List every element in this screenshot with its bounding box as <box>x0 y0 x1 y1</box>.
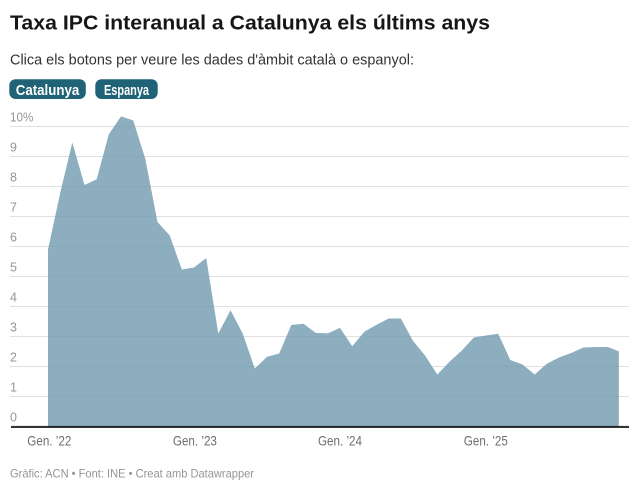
svg-text:2: 2 <box>10 350 17 364</box>
svg-text:1: 1 <box>10 380 17 394</box>
svg-text:Clica els botons per veure les: Clica els botons per veure les dades d'à… <box>10 51 414 68</box>
svg-text:Catalunya: Catalunya <box>16 82 80 99</box>
svg-text:Espanya: Espanya <box>104 82 149 99</box>
svg-text:8: 8 <box>10 170 17 184</box>
svg-text:3: 3 <box>10 320 17 334</box>
svg-text:Gen. ’23: Gen. ’23 <box>173 432 217 448</box>
svg-text:Gen. ’22: Gen. ’22 <box>27 432 71 448</box>
svg-text:0: 0 <box>10 410 17 424</box>
svg-text:5: 5 <box>10 260 17 274</box>
svg-text:Taxa IPC interanual a Cataluny: Taxa IPC interanual a Catalunya els últi… <box>10 13 490 35</box>
svg-text:Gen. ’25: Gen. ’25 <box>464 432 508 448</box>
svg-text:9: 9 <box>10 140 17 154</box>
svg-text:6: 6 <box>10 230 17 244</box>
svg-text:7: 7 <box>10 200 17 214</box>
svg-text:Gràfic: ACN • Font: INE • Crea: Gràfic: ACN • Font: INE • Creat amb Data… <box>10 467 254 481</box>
svg-text:4: 4 <box>10 290 17 304</box>
svg-text:Gen. ’24: Gen. ’24 <box>318 432 362 448</box>
svg-text:10%: 10% <box>10 110 33 124</box>
